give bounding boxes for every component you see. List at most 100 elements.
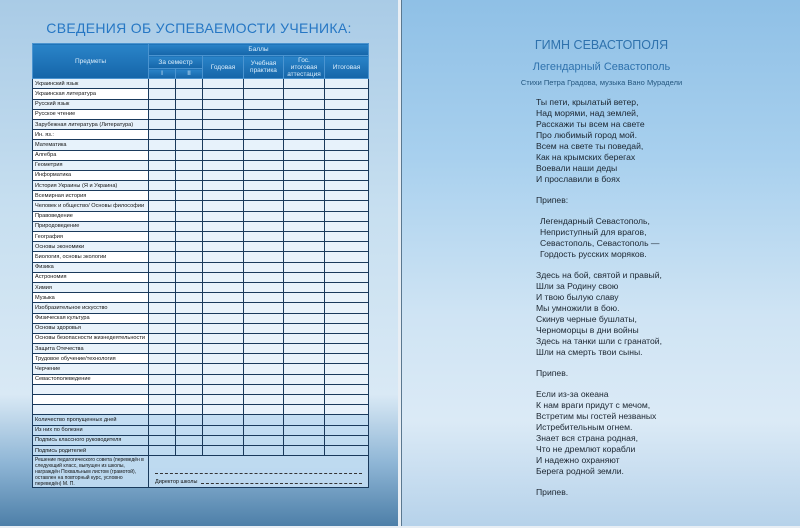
grade-cell[interactable] bbox=[243, 271, 284, 283]
grade-cell[interactable] bbox=[175, 241, 203, 253]
grade-cell[interactable] bbox=[283, 251, 325, 263]
grade-cell[interactable] bbox=[324, 343, 369, 355]
grade-cell[interactable] bbox=[324, 444, 369, 457]
signature-cell[interactable]: Директор школы bbox=[148, 455, 369, 489]
grade-cell[interactable] bbox=[283, 220, 325, 233]
grade-cell[interactable] bbox=[175, 373, 203, 385]
grade-cell[interactable] bbox=[324, 251, 369, 263]
grade-cell[interactable] bbox=[175, 200, 203, 212]
grade-cell[interactable] bbox=[202, 292, 244, 304]
grade-cell[interactable] bbox=[202, 139, 244, 151]
grade-cell[interactable] bbox=[148, 404, 176, 416]
grade-cell[interactable] bbox=[175, 230, 203, 243]
grade-cell[interactable] bbox=[175, 322, 203, 334]
grade-cell[interactable] bbox=[324, 241, 369, 253]
grade-cell[interactable] bbox=[324, 230, 369, 243]
grade-cell[interactable] bbox=[202, 444, 244, 457]
grade-cell[interactable] bbox=[175, 292, 203, 304]
grade-cell[interactable] bbox=[324, 424, 369, 436]
grade-cell[interactable] bbox=[243, 251, 284, 263]
grade-cell[interactable] bbox=[243, 353, 284, 365]
grade-cell[interactable] bbox=[243, 302, 284, 314]
grade-cell[interactable] bbox=[202, 414, 244, 426]
grade-cell[interactable] bbox=[175, 271, 203, 283]
grade-cell[interactable] bbox=[243, 241, 284, 253]
grade-cell[interactable] bbox=[148, 434, 176, 446]
grade-cell[interactable] bbox=[283, 312, 325, 324]
grade-cell[interactable] bbox=[202, 190, 244, 202]
grade-cell[interactable] bbox=[324, 88, 369, 100]
grade-cell[interactable] bbox=[175, 159, 203, 171]
grade-cell[interactable] bbox=[202, 312, 244, 324]
grade-cell[interactable] bbox=[148, 241, 176, 253]
grade-cell[interactable] bbox=[175, 180, 203, 192]
grade-cell[interactable] bbox=[283, 281, 325, 294]
grade-cell[interactable] bbox=[202, 424, 244, 436]
grade-cell[interactable] bbox=[243, 261, 284, 273]
grade-cell[interactable] bbox=[202, 261, 244, 273]
grade-cell[interactable] bbox=[148, 373, 176, 385]
grade-cell[interactable] bbox=[148, 271, 176, 283]
grade-cell[interactable] bbox=[175, 210, 203, 222]
grade-cell[interactable] bbox=[324, 281, 369, 294]
grade-cell[interactable] bbox=[324, 129, 369, 141]
grade-cell[interactable] bbox=[324, 302, 369, 314]
grade-cell[interactable] bbox=[175, 118, 203, 131]
grade-cell[interactable] bbox=[148, 220, 176, 233]
grade-cell[interactable] bbox=[202, 251, 244, 263]
grade-cell[interactable] bbox=[324, 200, 369, 212]
grade-cell[interactable] bbox=[202, 322, 244, 334]
grade-cell[interactable] bbox=[202, 302, 244, 314]
grade-cell[interactable] bbox=[283, 271, 325, 283]
grade-cell[interactable] bbox=[324, 312, 369, 324]
grade-cell[interactable] bbox=[148, 322, 176, 334]
grade-cell[interactable] bbox=[202, 118, 244, 131]
grade-cell[interactable] bbox=[324, 404, 369, 416]
grade-cell[interactable] bbox=[175, 88, 203, 100]
grade-cell[interactable] bbox=[202, 353, 244, 365]
grade-cell[interactable] bbox=[202, 129, 244, 141]
grade-cell[interactable] bbox=[324, 190, 369, 202]
grade-cell[interactable] bbox=[243, 332, 284, 345]
grade-cell[interactable] bbox=[148, 261, 176, 273]
grade-cell[interactable] bbox=[175, 98, 203, 110]
grade-cell[interactable] bbox=[148, 118, 176, 131]
grade-cell[interactable] bbox=[175, 444, 203, 457]
grade-cell[interactable] bbox=[202, 169, 244, 182]
grade-cell[interactable] bbox=[283, 332, 325, 345]
grade-cell[interactable] bbox=[324, 414, 369, 426]
grade-cell[interactable] bbox=[283, 241, 325, 253]
grade-cell[interactable] bbox=[243, 393, 284, 406]
grade-cell[interactable] bbox=[283, 292, 325, 304]
grade-cell[interactable] bbox=[283, 322, 325, 334]
grade-cell[interactable] bbox=[148, 353, 176, 365]
grade-cell[interactable] bbox=[243, 363, 284, 375]
grade-cell[interactable] bbox=[175, 169, 203, 182]
grade-cell[interactable] bbox=[202, 343, 244, 355]
grade-cell[interactable] bbox=[243, 281, 284, 294]
grade-cell[interactable] bbox=[148, 98, 176, 110]
grade-cell[interactable] bbox=[243, 292, 284, 304]
grade-cell[interactable] bbox=[243, 414, 284, 426]
grade-cell[interactable] bbox=[148, 383, 176, 396]
grade-cell[interactable] bbox=[202, 220, 244, 233]
grade-cell[interactable] bbox=[324, 98, 369, 110]
grade-cell[interactable] bbox=[283, 343, 325, 355]
grade-cell[interactable] bbox=[202, 180, 244, 192]
grade-cell[interactable] bbox=[202, 108, 244, 120]
grade-cell[interactable] bbox=[243, 180, 284, 192]
grade-cell[interactable] bbox=[202, 383, 244, 396]
grade-cell[interactable] bbox=[148, 139, 176, 151]
grade-cell[interactable] bbox=[175, 139, 203, 151]
grade-cell[interactable] bbox=[324, 353, 369, 365]
grade-cell[interactable] bbox=[283, 302, 325, 314]
grade-cell[interactable] bbox=[148, 302, 176, 314]
grade-cell[interactable] bbox=[243, 108, 284, 120]
grade-cell[interactable] bbox=[175, 414, 203, 426]
grade-cell[interactable] bbox=[243, 149, 284, 161]
grade-cell[interactable] bbox=[148, 78, 176, 90]
grade-cell[interactable] bbox=[243, 404, 284, 416]
grade-cell[interactable] bbox=[283, 261, 325, 273]
grade-cell[interactable] bbox=[243, 190, 284, 202]
grade-cell[interactable] bbox=[283, 98, 325, 110]
